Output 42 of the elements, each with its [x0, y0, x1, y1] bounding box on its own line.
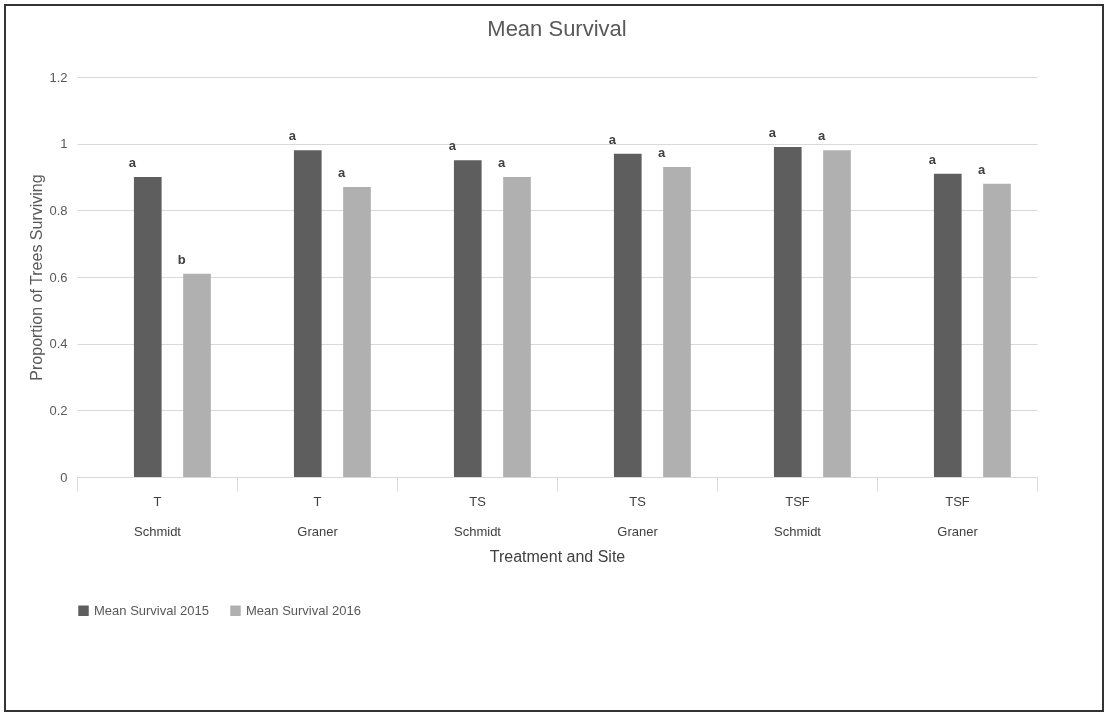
x-axis-title: Treatment and Site [489, 547, 626, 565]
data-label: a [928, 151, 937, 167]
bar [133, 177, 162, 477]
bar [933, 173, 962, 477]
legend-label: Mean Survival 2016 [246, 602, 361, 618]
y-tick-label: 0.6 [49, 269, 68, 285]
data-label: a [498, 155, 506, 170]
bar [983, 183, 1011, 477]
data-label: a [288, 128, 297, 144]
y-tick-label: 1 [60, 136, 68, 152]
bar [663, 167, 691, 477]
legend-label: Mean Survival 2015 [94, 602, 209, 618]
x-tick-label: TS Graner [617, 493, 659, 539]
data-label: a [608, 131, 617, 147]
bar [503, 177, 531, 477]
y-tick-label: 0.8 [49, 202, 68, 218]
data-label: a [818, 128, 826, 144]
y-axis-title: Proportion of Trees Surviving [28, 174, 46, 381]
data-label: a [768, 125, 777, 140]
bar [183, 273, 211, 477]
y-tick-label: 0 [60, 469, 68, 485]
data-label: a [338, 165, 346, 180]
data-label: b [177, 251, 186, 267]
x-tick-label: TSF Graner [937, 493, 979, 539]
y-tick-label: 1.2 [49, 69, 68, 85]
data-label: a [658, 145, 666, 160]
data-label: a [978, 161, 986, 177]
bar [453, 160, 482, 477]
chart-title: Mean Survival [487, 16, 627, 41]
bar [343, 187, 371, 477]
y-tick-label: 0.2 [49, 402, 68, 418]
data-label: a [448, 138, 457, 154]
bar [773, 147, 802, 477]
bar [293, 150, 322, 477]
bar [613, 153, 642, 477]
x-tick-label: TS Schmidt [454, 493, 502, 539]
y-tick-label: 0.4 [49, 336, 68, 352]
x-tick-label: T Graner [297, 493, 339, 539]
data-label: a [128, 155, 137, 170]
x-tick-label: TSF Schmidt [774, 493, 822, 539]
x-tick-label: T Schmidt [134, 493, 182, 539]
bar [823, 150, 851, 477]
